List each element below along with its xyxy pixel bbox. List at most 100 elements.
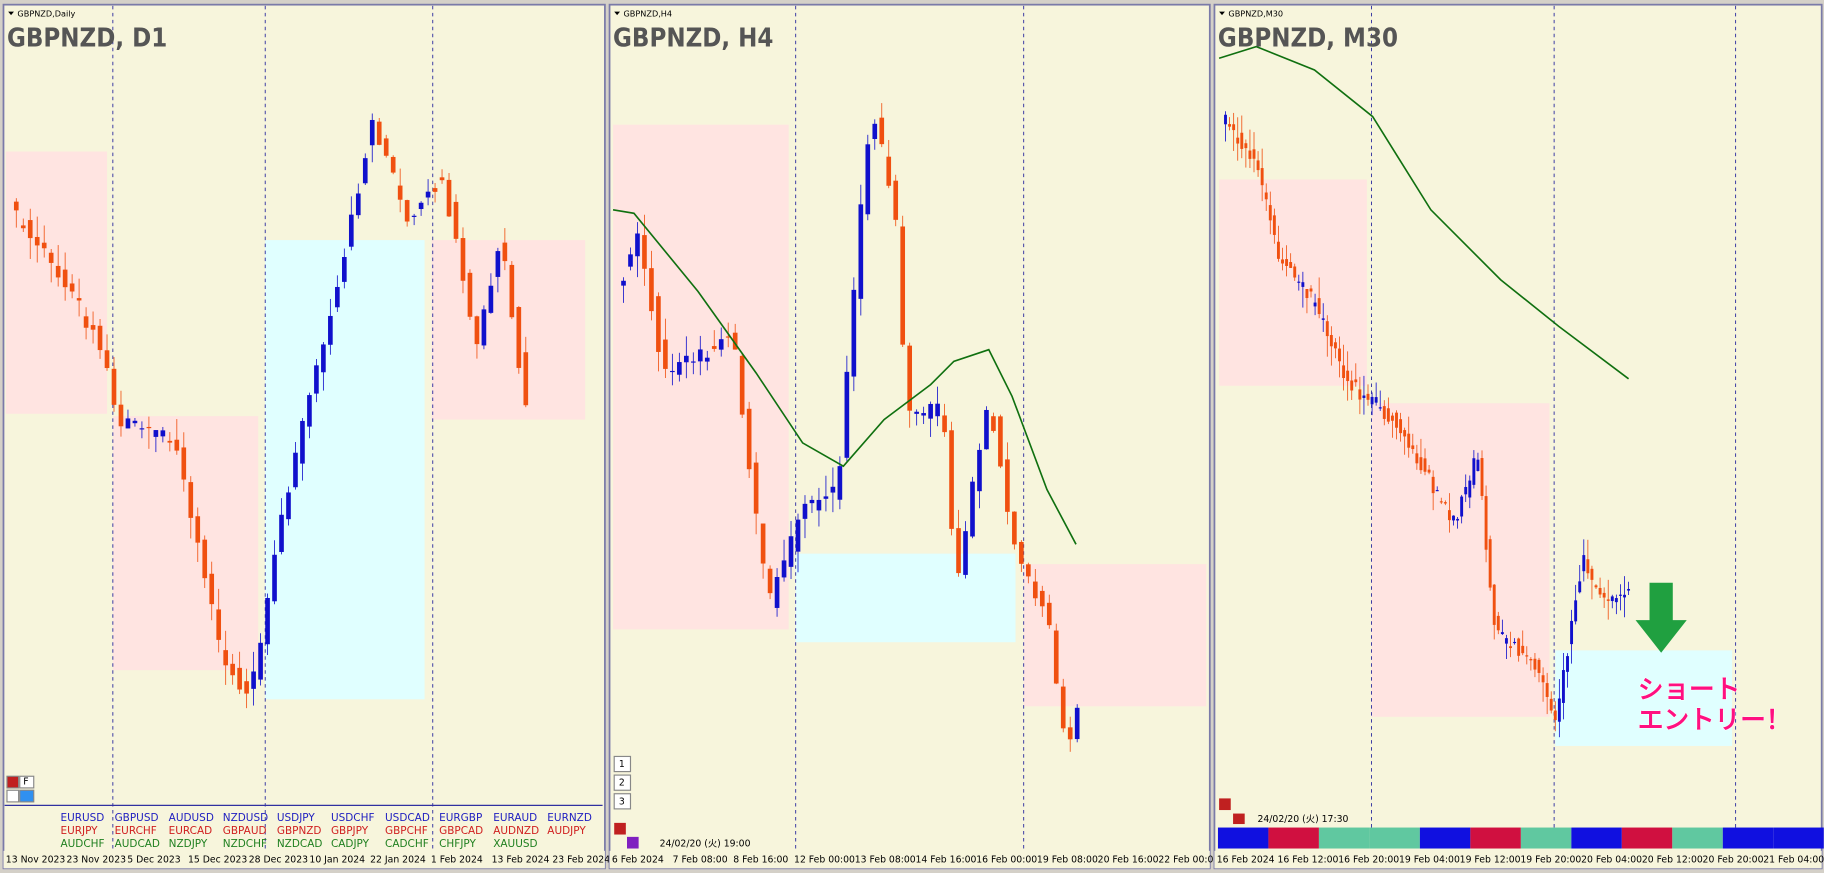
candle-body [1289, 262, 1293, 268]
symbol-button[interactable]: EURCAD [169, 825, 213, 837]
symbol-button[interactable]: AUDCAD [115, 838, 160, 850]
candle-body [1509, 646, 1512, 649]
symbol-button[interactable]: EURAUD [493, 812, 537, 824]
symbol-button[interactable]: GBPJPY [331, 825, 369, 837]
time-label: 22 Feb 00:00 [1158, 855, 1219, 866]
zoom-button[interactable] [613, 774, 632, 791]
zoom-button[interactable] [613, 755, 632, 773]
candle-body [921, 413, 926, 416]
candle-body [1496, 615, 1500, 631]
symbol-button[interactable]: EURGBP [439, 812, 482, 824]
candle-body [293, 452, 298, 488]
candle-body [1566, 656, 1569, 672]
candle-body [942, 415, 947, 433]
symbol-button[interactable]: EURJPY [60, 825, 98, 837]
candle-body [802, 503, 808, 519]
candle-body [1452, 515, 1455, 521]
candle-body [1574, 600, 1578, 622]
symbol-button[interactable]: USDCHF [331, 812, 375, 824]
candle-body [1252, 149, 1256, 159]
candle-body [1549, 698, 1553, 711]
candle-body [209, 573, 215, 605]
candle-body [439, 177, 445, 181]
zone-box [795, 553, 1016, 643]
zoom-button[interactable] [613, 793, 632, 810]
candle-body [642, 235, 647, 269]
symbol-button[interactable]: AUDUSD [169, 812, 214, 824]
candle-body [411, 215, 417, 217]
candle-body [1039, 590, 1045, 607]
symbol-button[interactable]: AUDJPY [547, 825, 586, 837]
candle-body [858, 204, 864, 299]
candle-body [1382, 406, 1386, 419]
candle-body [1435, 490, 1439, 492]
candle-body [1342, 365, 1346, 379]
symbol-button[interactable]: XAUUSD [493, 838, 537, 850]
candle-body [732, 332, 738, 350]
time-label: 14 Feb 16:00 [915, 855, 976, 866]
candle-body [1500, 632, 1504, 635]
symbol-button[interactable]: CADJPY [331, 838, 370, 850]
symbol-button[interactable]: USDCAD [385, 812, 430, 824]
symbol-button[interactable]: NZDCAD [277, 838, 323, 850]
candle-body [872, 123, 878, 140]
symbol-button[interactable]: USDJPY [277, 812, 316, 824]
candle-body [739, 355, 745, 415]
symbol-button[interactable]: NZDUSD [223, 812, 268, 824]
candle-body [1480, 458, 1484, 496]
candle-body [118, 404, 124, 427]
candle-body [1256, 160, 1260, 171]
candle-body [279, 514, 284, 552]
candle-body [1067, 727, 1073, 740]
candle-body [1224, 114, 1227, 125]
candle-body [1325, 321, 1329, 337]
symbol-button[interactable]: GBPCAD [439, 825, 483, 837]
candle-body [362, 158, 368, 184]
candle-body [390, 156, 396, 173]
time-label: 20 Feb 04:00 [1581, 855, 1642, 866]
symbol-button[interactable]: GBPAUD [223, 825, 267, 837]
candle-body [984, 409, 989, 450]
candle-body [202, 539, 208, 579]
candle-body [167, 440, 173, 443]
candle-body [704, 357, 710, 362]
time-label: 13 Feb 2024 [492, 855, 550, 866]
symbol-button[interactable]: NZDJPY [169, 838, 208, 850]
candle-body [48, 252, 54, 263]
symbol-button[interactable]: EURNZD [547, 812, 592, 824]
symbol-button[interactable]: CADCHF [385, 838, 429, 850]
candle-body [132, 420, 138, 424]
candle-body [774, 577, 780, 608]
symbol-button[interactable]: CHFJPY [439, 838, 476, 850]
zone-box [5, 151, 108, 414]
candle-body [1240, 132, 1244, 149]
symbol-button[interactable]: AUDCHF [60, 838, 104, 850]
time-label: 16 Feb 20:00 [1338, 855, 1399, 866]
symbol-button[interactable]: EURUSD [60, 812, 104, 824]
candle-body [670, 370, 675, 373]
candle-body [1553, 710, 1557, 721]
candle-body [1395, 412, 1398, 428]
candle-body [1610, 596, 1614, 602]
candle-body [1248, 150, 1252, 159]
symbol-button[interactable]: GBPCHF [385, 825, 428, 837]
candle-body [418, 202, 424, 210]
candle-body [383, 138, 389, 156]
time-label: 23 Nov 2023 [67, 855, 127, 866]
candle-body [404, 200, 410, 222]
candle-body [1338, 348, 1341, 362]
candle-body [1578, 581, 1582, 593]
symbol-button[interactable]: GBPUSD [115, 812, 159, 824]
symbol-button[interactable]: NZDCHF [223, 838, 267, 850]
candle-body [767, 568, 773, 594]
candle-body [1046, 602, 1052, 626]
candle-body [1329, 335, 1333, 347]
candle-body [1403, 430, 1407, 437]
session-strip [1722, 827, 1774, 849]
symbol-button[interactable]: EURCHF [115, 825, 157, 837]
symbol-button[interactable]: GBPNZD [277, 825, 322, 837]
symbol-button[interactable]: AUDNZD [493, 825, 539, 837]
candle-body [355, 193, 361, 216]
candle-body [1366, 393, 1370, 400]
candle-body [335, 286, 340, 308]
